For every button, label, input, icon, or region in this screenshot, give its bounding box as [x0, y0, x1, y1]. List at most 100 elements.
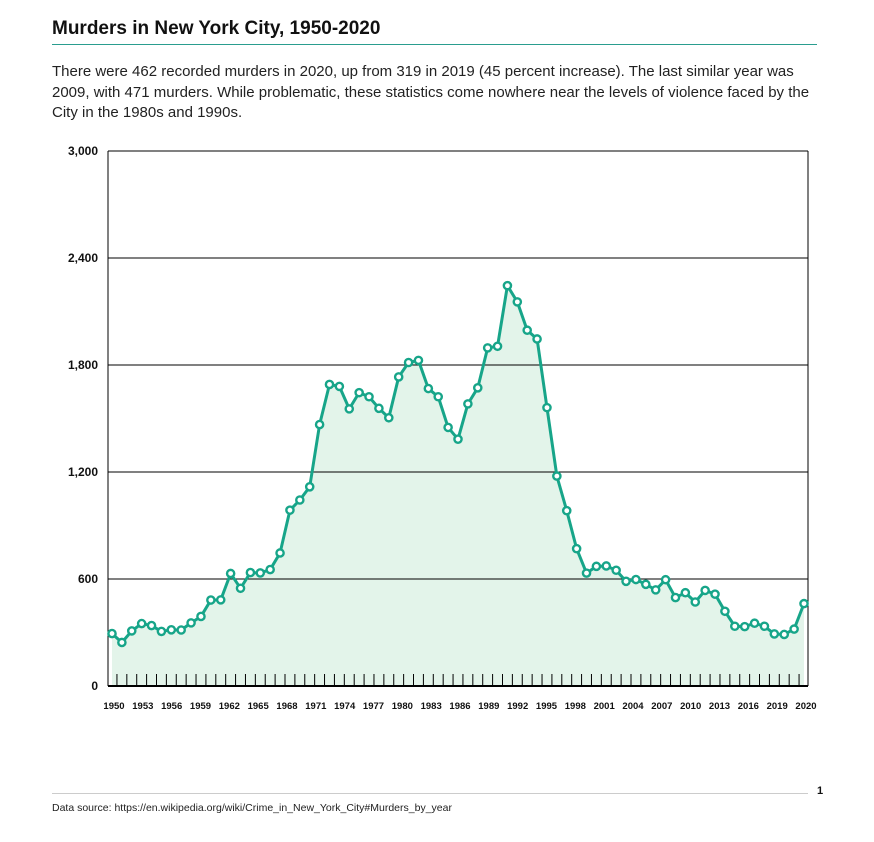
x-tick-label: 1992	[507, 701, 528, 712]
x-tick-label: 1983	[421, 701, 442, 712]
line-chart: 0 600 1,200 1,800 2,400 3,000 1950 1953 1956 1959…	[68, 144, 817, 712]
y-tick-label: 2,400	[68, 251, 98, 265]
data-point-1954	[146, 620, 157, 631]
x-tick-label: 2013	[709, 701, 730, 712]
data-point-2013	[730, 621, 740, 632]
data-point-1963	[235, 583, 246, 594]
data-point-2010	[700, 585, 710, 596]
data-point-1975	[354, 387, 364, 398]
data-point-1976	[364, 391, 374, 402]
data-point-1999	[591, 561, 602, 572]
data-point-1984	[443, 422, 453, 433]
area-fill	[112, 285, 804, 686]
y-tick-label: 1,800	[68, 358, 98, 372]
data-point-2011	[710, 589, 720, 599]
data-point-1986	[463, 399, 473, 409]
data-point-2004	[641, 579, 651, 590]
data-point-1981	[413, 355, 424, 366]
x-tick-label: 1989	[478, 701, 499, 712]
data-point-1985	[453, 434, 463, 444]
x-tick-label: 1998	[565, 701, 586, 712]
data-point-2020	[799, 598, 809, 609]
data-point-2006	[660, 574, 671, 585]
footer-divider	[52, 793, 808, 794]
data-point-1978	[383, 412, 394, 423]
data-point-1987	[472, 383, 483, 393]
data-point-1991	[512, 297, 523, 307]
data-point-1953	[136, 618, 147, 629]
data-point-2018	[779, 629, 790, 640]
data-point-2008	[680, 587, 691, 598]
data-point-1967	[275, 548, 285, 558]
data-point-1995	[552, 471, 562, 481]
title-divider	[52, 44, 817, 45]
data-point-1974	[344, 404, 355, 414]
data-point-1972	[324, 379, 335, 390]
data-point-1958	[186, 618, 196, 628]
data-point-1964	[245, 567, 256, 578]
data-point-1977	[374, 403, 384, 414]
x-tick-label: 1977	[363, 701, 384, 712]
data-point-2016	[759, 621, 770, 632]
data-point-1971	[314, 419, 325, 430]
data-point-1968	[285, 505, 295, 515]
data-point-1970	[304, 482, 315, 492]
x-tick-label: 1971	[305, 701, 327, 712]
data-point-2014	[739, 621, 750, 632]
data-point-1956	[166, 625, 177, 635]
data-point-1996	[561, 505, 572, 516]
data-point-2000	[601, 561, 612, 571]
data-point-1961	[215, 595, 226, 605]
data-point-2002	[621, 576, 631, 587]
data-point-1957	[176, 625, 186, 635]
x-tick-label: 2004	[622, 701, 644, 712]
data-point-2007	[670, 592, 681, 603]
data-point-1952	[126, 626, 137, 636]
y-tick-label: 0	[91, 679, 98, 693]
data-point-1955	[156, 626, 167, 637]
x-tick-label: 1974	[334, 701, 356, 712]
x-tick-label: 1962	[219, 701, 240, 712]
x-tick-label: 1986	[449, 701, 470, 712]
data-point-1997	[571, 543, 582, 554]
page-number: 1	[817, 785, 824, 797]
chart-description: There were 462 recorded murders in 2020,…	[52, 63, 810, 121]
x-tick-label: 1995	[536, 701, 558, 712]
data-point-2009	[690, 597, 701, 607]
data-point-1962	[225, 568, 236, 579]
y-tick-label: 600	[78, 572, 98, 586]
x-tick-label: 2019	[767, 701, 788, 712]
data-point-1990	[502, 280, 513, 291]
x-tick-label: 1968	[276, 701, 297, 712]
y-tick-label: 1,200	[68, 465, 98, 479]
x-tick-label: 2010	[680, 701, 701, 712]
x-tick-label: 1980	[392, 701, 413, 712]
y-tick-label: 3,000	[68, 144, 98, 158]
x-tick-label: 2001	[594, 701, 616, 712]
x-tick-label: 1953	[132, 701, 153, 712]
data-point-1982	[423, 383, 434, 394]
data-point-1966	[265, 564, 275, 575]
data-point-1998	[581, 568, 592, 578]
data-source: Data source: https://en.wikipedia.org/wi…	[52, 802, 452, 814]
data-point-1989	[492, 341, 503, 352]
data-point-1992	[522, 325, 533, 336]
data-point-1993	[532, 334, 542, 344]
data-point-2005	[650, 585, 661, 595]
data-point-1960	[206, 595, 216, 605]
data-point-1965	[255, 568, 266, 578]
data-point-1983	[433, 391, 444, 402]
data-point-1994	[542, 402, 552, 413]
x-tick-label: 2007	[651, 701, 672, 712]
data-point-1973	[334, 381, 345, 392]
x-tick-label: 1965	[248, 701, 270, 712]
data-point-1951	[117, 637, 127, 648]
data-point-1959	[196, 611, 206, 622]
data-point-2015	[749, 618, 760, 629]
x-tick-label: 1959	[190, 701, 211, 712]
data-point-2003	[631, 574, 641, 585]
x-tick-label: 2020	[795, 701, 816, 712]
x-tick-label: 1956	[161, 701, 182, 712]
data-point-1969	[295, 495, 305, 505]
data-point-1988	[482, 343, 493, 353]
